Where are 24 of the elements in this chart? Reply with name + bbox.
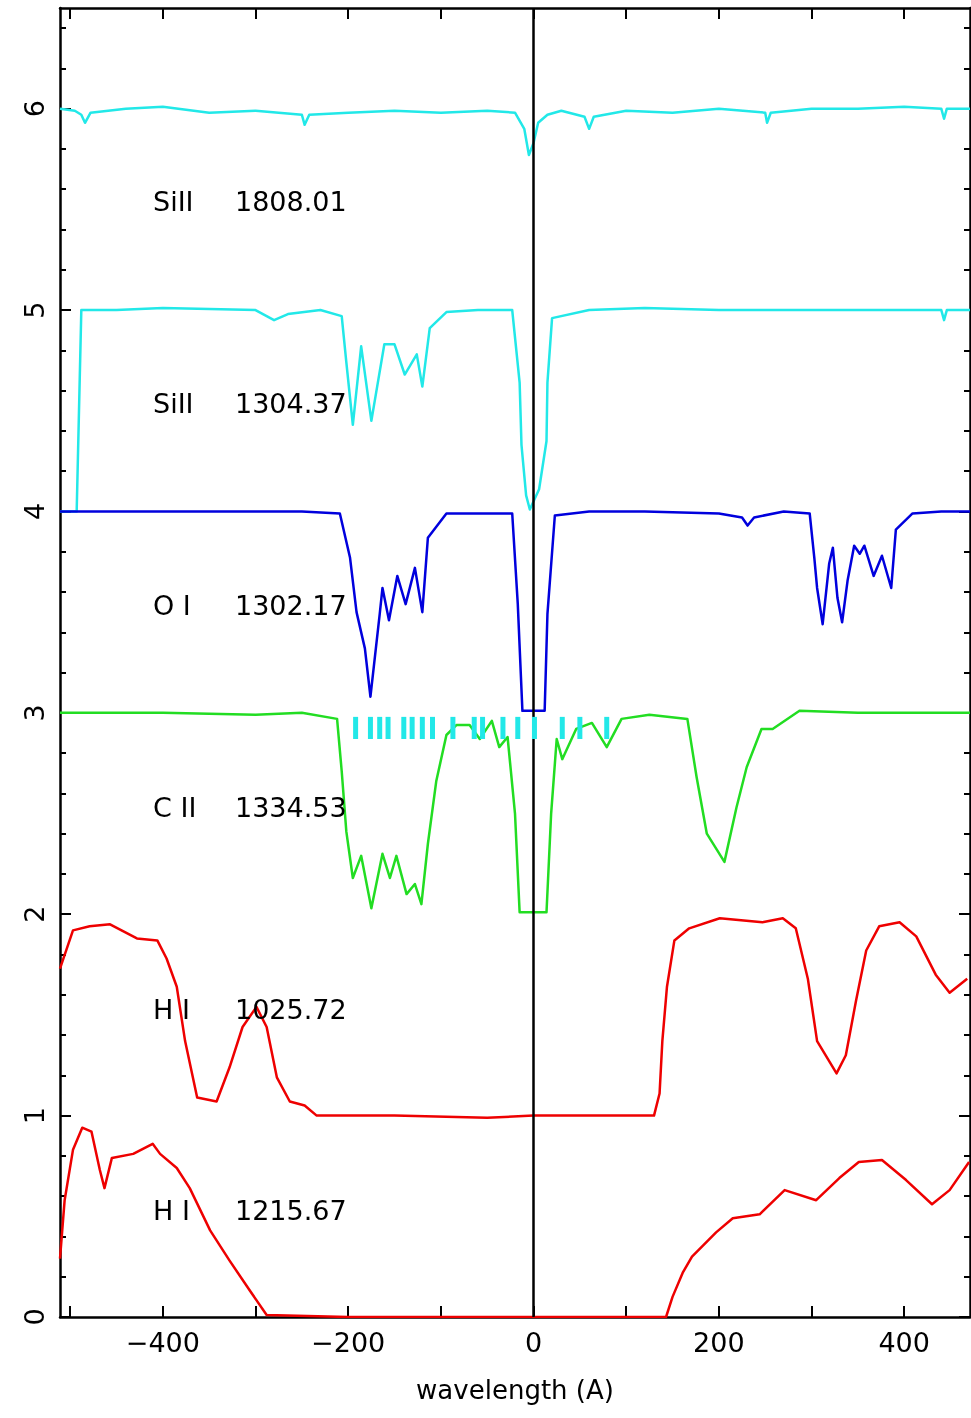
x-tick-label: 0 [524,1327,543,1358]
x-tick-label: −400 [125,1327,200,1358]
x-axis-title: wavelength (A) [416,1375,614,1405]
x-tick-label: 200 [693,1327,745,1358]
y-tick-label: 5 [19,301,50,319]
annotation: 1302.17 [235,589,347,621]
y-tick-label: 6 [19,100,50,118]
y-tick-label: 3 [19,704,50,722]
annotation: 1304.37 [235,388,347,420]
annotation: O I [153,589,191,621]
annotation: SiII [153,388,194,420]
y-tick-label: 0 [19,1308,50,1326]
x-tick-label: −200 [311,1327,386,1358]
annotation: 1808.01 [235,186,347,218]
y-tick-label: 1 [19,1107,50,1125]
annotation: 1215.67 [235,1195,347,1227]
annotation: SiII [153,186,194,218]
annotation: H I [153,1195,190,1227]
annotation: 1025.72 [235,993,347,1025]
annotation: C II [153,791,197,823]
y-tick-label: 4 [19,502,50,521]
annotation: H I [153,993,190,1025]
x-tick-label: 400 [878,1327,930,1358]
y-tick-label: 2 [19,905,50,923]
